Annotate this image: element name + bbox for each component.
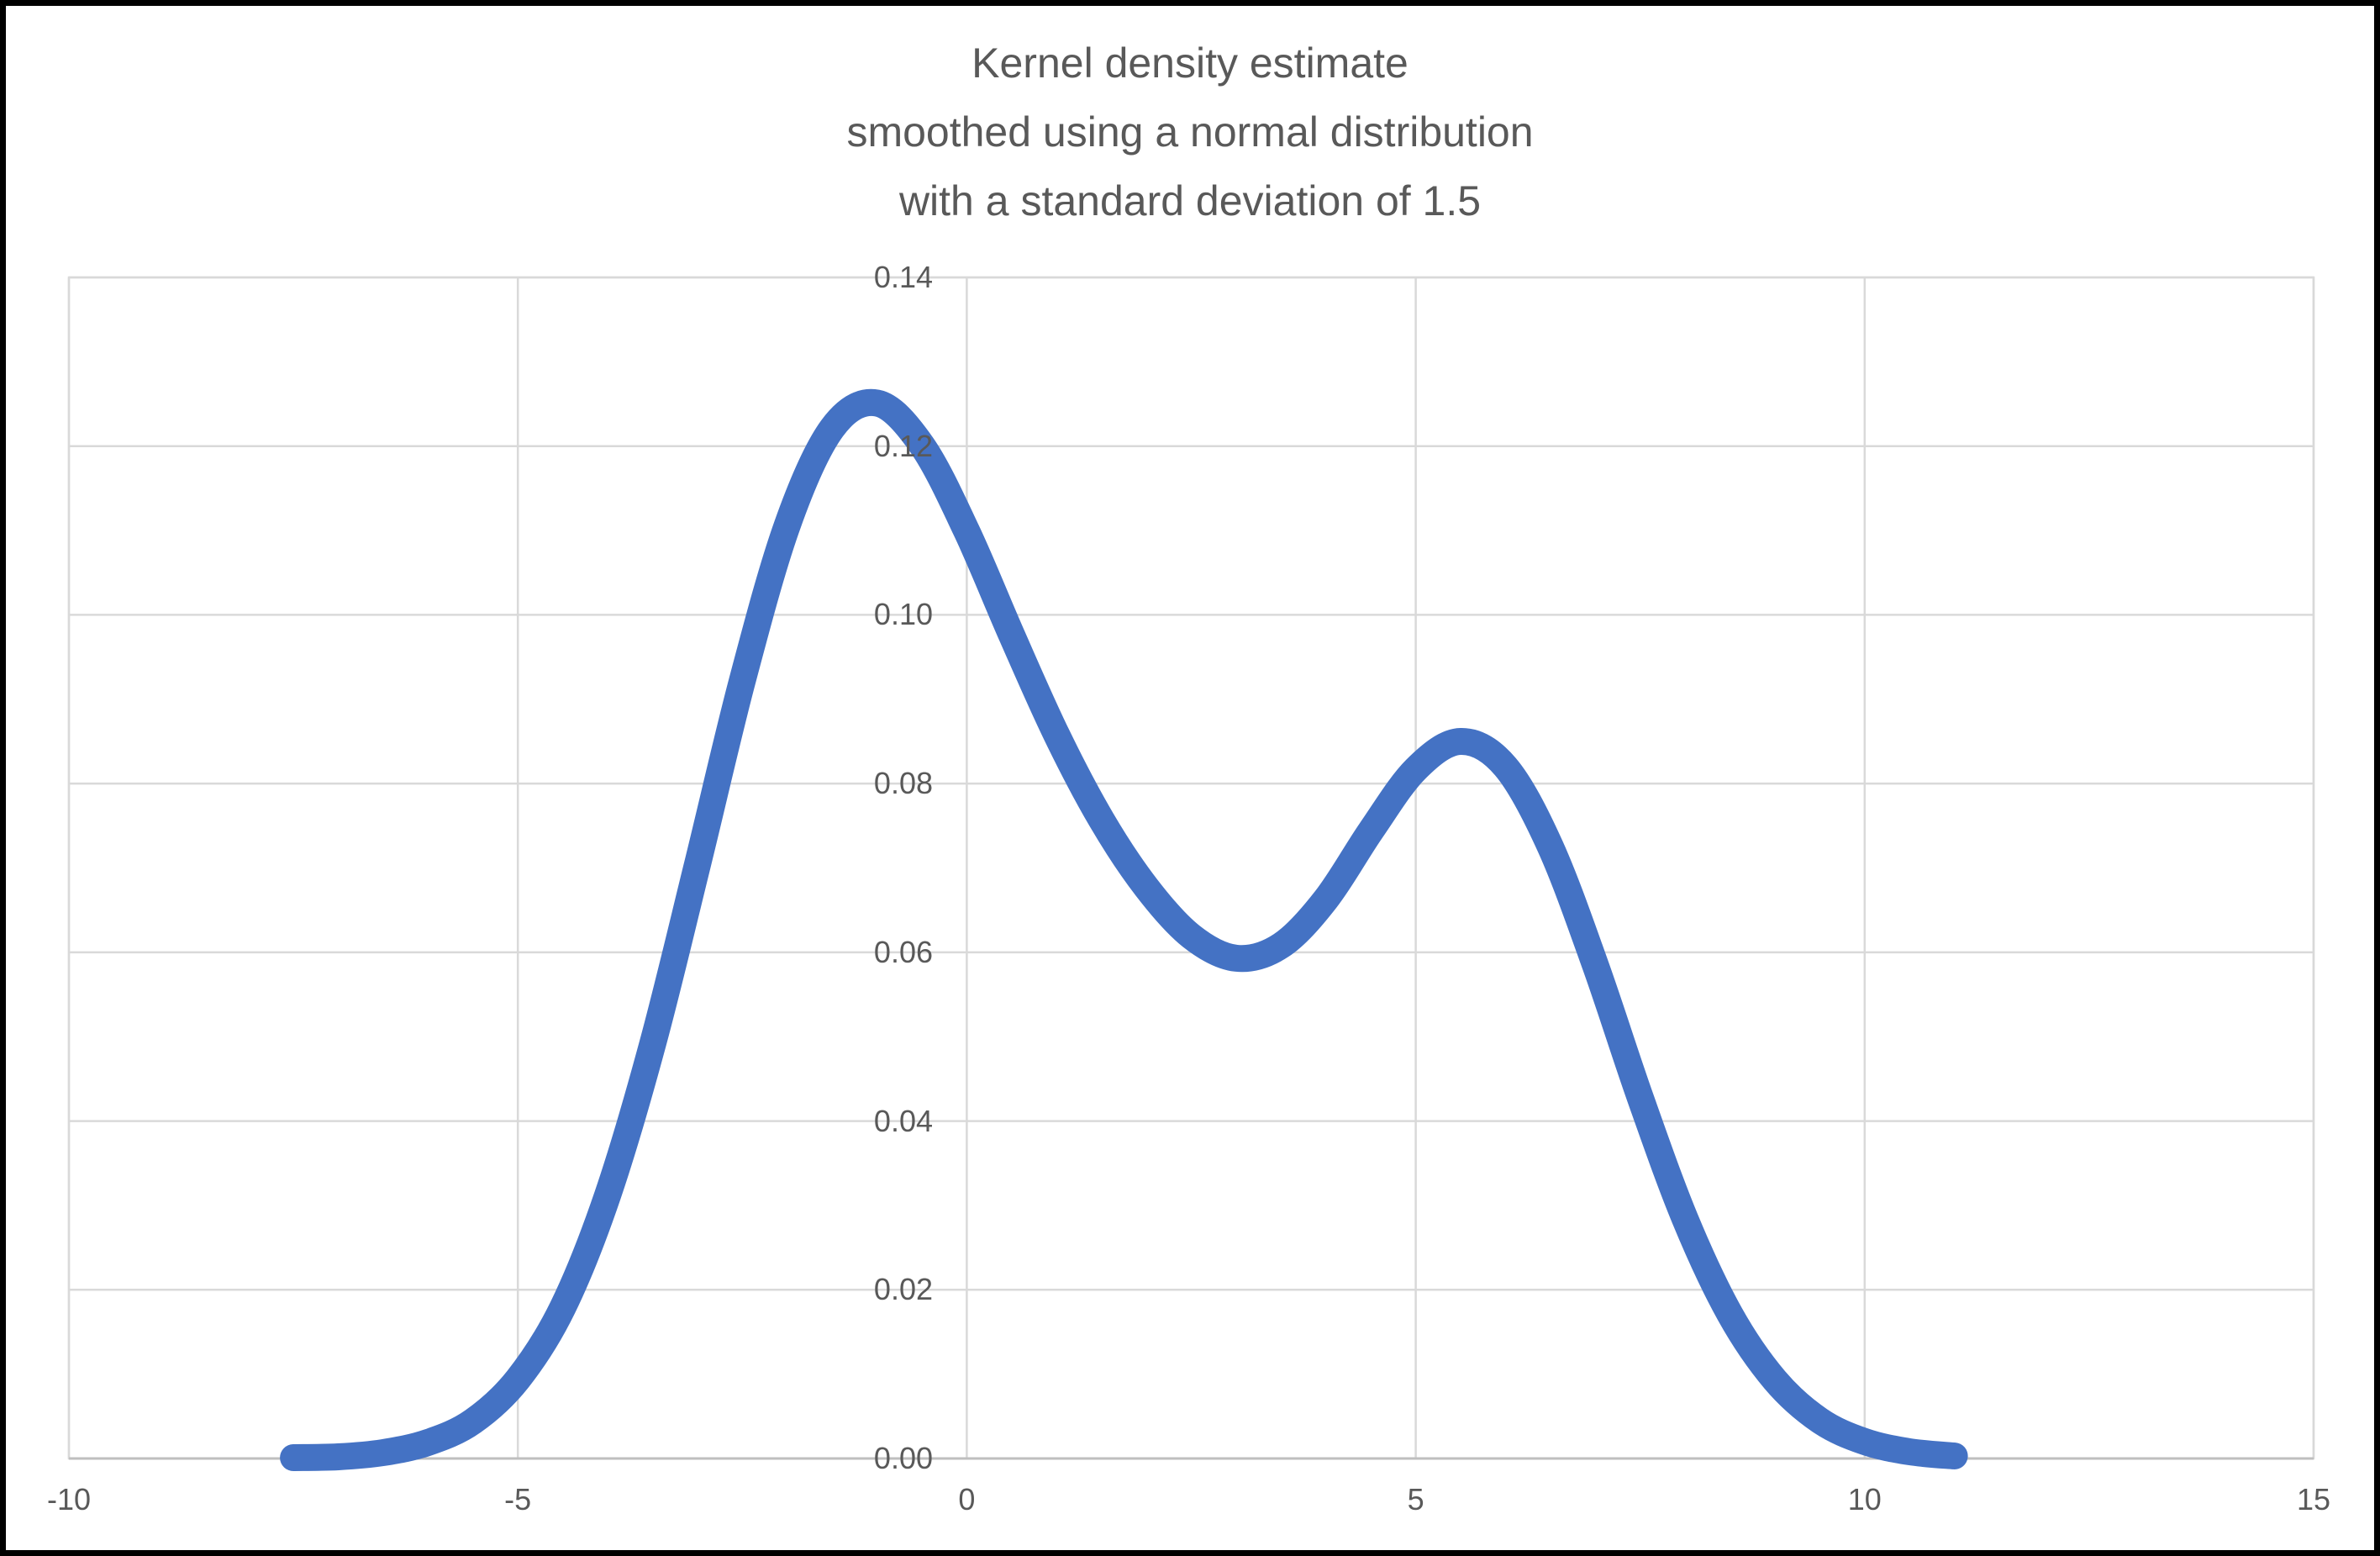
chart-title-line-1: Kernel density estimate: [971, 40, 1409, 87]
y-tick-label: 0.02: [873, 1272, 933, 1307]
plot-border: [67, 276, 2315, 1460]
y-tick-label: 0.12: [873, 428, 933, 463]
y-tick-label: 0.08: [873, 766, 933, 801]
y-tick-label: 0.06: [873, 934, 933, 969]
x-tick-label: -10: [46, 1482, 92, 1516]
x-tick-label: -5: [504, 1482, 532, 1516]
chart-title: Kernel density estimate smoothed using a…: [0, 29, 2380, 235]
x-tick-label: 5: [1407, 1482, 1424, 1516]
y-tick-label: 0.00: [873, 1441, 933, 1475]
x-tick-label: 10: [1847, 1482, 1882, 1516]
y-tick-label: 0.04: [873, 1103, 933, 1138]
x-tick-label: 15: [2296, 1482, 2331, 1516]
kde-curve: [280, 388, 1968, 1471]
x-tick-label: 0: [958, 1482, 976, 1516]
y-tick-label: 0.14: [873, 260, 933, 294]
chart-title-line-2: smoothed using a normal distribution: [846, 108, 1534, 156]
chart-title-line-3: with a standard deviation of 1.5: [898, 177, 1482, 224]
y-tick-label: 0.10: [873, 597, 933, 632]
